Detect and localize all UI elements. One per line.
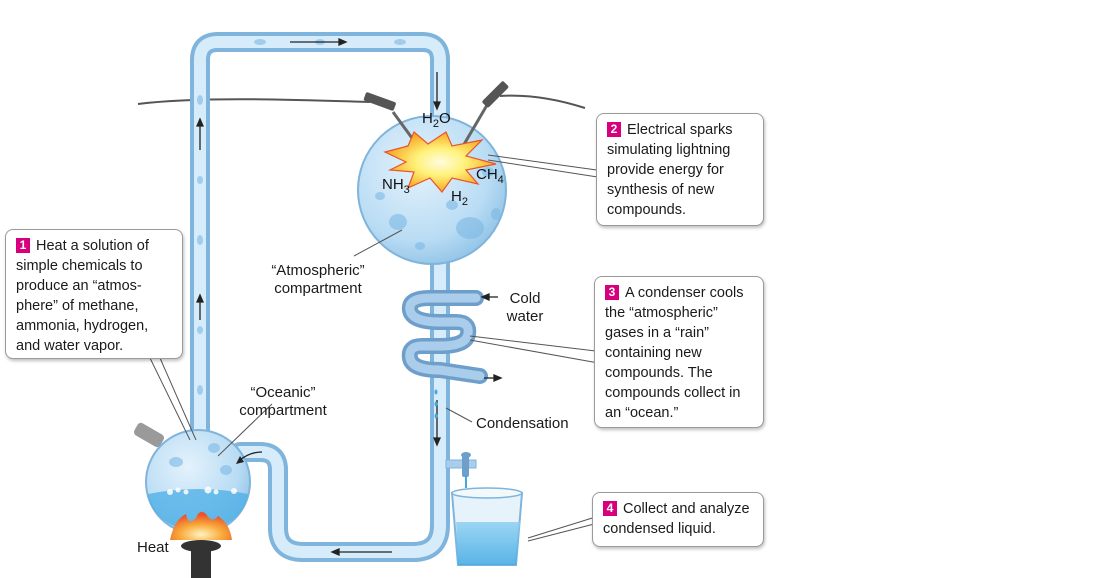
callout-text: Electrical sparks simulating lightning p… (607, 122, 733, 218)
burner-flame (170, 511, 232, 578)
formula-base: H (451, 188, 462, 205)
electrode-wire-right (499, 94, 586, 109)
formula-base: CH (476, 166, 498, 183)
callout-step-2: 2 Electrical sparks simulating lightning … (596, 113, 764, 226)
callout-text: Heat a solution of simple chemicals to p… (16, 238, 149, 354)
step-number-badge: 1 (16, 238, 30, 253)
label-cold-water: Cold water (506, 290, 544, 325)
label-oceanic-compartment: “Oceanic” compartment (239, 384, 327, 419)
step-number-badge: 3 (605, 285, 619, 300)
formula-hydrogen: H2 (451, 188, 468, 208)
stopcock (445, 452, 477, 477)
label-heat: Heat (137, 539, 169, 556)
formula-ammonia: NH3 (382, 176, 410, 196)
beaker (450, 475, 524, 566)
step-number-badge: 4 (603, 501, 617, 516)
vapor-dots (197, 39, 406, 395)
callout-text: Collect and analyze condensed liquid. (603, 501, 750, 537)
electrode-wire-left (137, 98, 371, 105)
condenser-coil (401, 290, 488, 384)
formula-subscript: 2 (432, 118, 439, 130)
flow-arrows (196, 38, 441, 556)
label-atmospheric-compartment: “Atmospheric” compartment (271, 262, 365, 297)
callout-text: A condenser cools the “atmospheric” gase… (605, 285, 744, 421)
step-number-badge: 2 (607, 122, 621, 137)
label-condensation: Condensation (476, 415, 569, 432)
callout-step-4: 4 Collect and analyze condensed liquid. (592, 492, 764, 547)
formula-base: NH (382, 176, 404, 193)
formula-water: H2O (422, 110, 451, 130)
formula-rest: O (438, 110, 451, 127)
formula-subscript: 2 (461, 196, 468, 208)
formula-base: H (422, 110, 433, 127)
oceanic-flask (133, 422, 251, 535)
callout-step-1: 1 Heat a solution of simple chemicals to … (5, 229, 183, 359)
coolant-arrows (480, 293, 503, 382)
formula-subscript: 3 (403, 184, 410, 196)
leader-lines (149, 154, 605, 542)
formula-subscript: 4 (497, 174, 504, 186)
condensation-drops (434, 389, 438, 419)
lightning-spark (383, 131, 497, 193)
formula-methane: CH4 (476, 166, 504, 186)
